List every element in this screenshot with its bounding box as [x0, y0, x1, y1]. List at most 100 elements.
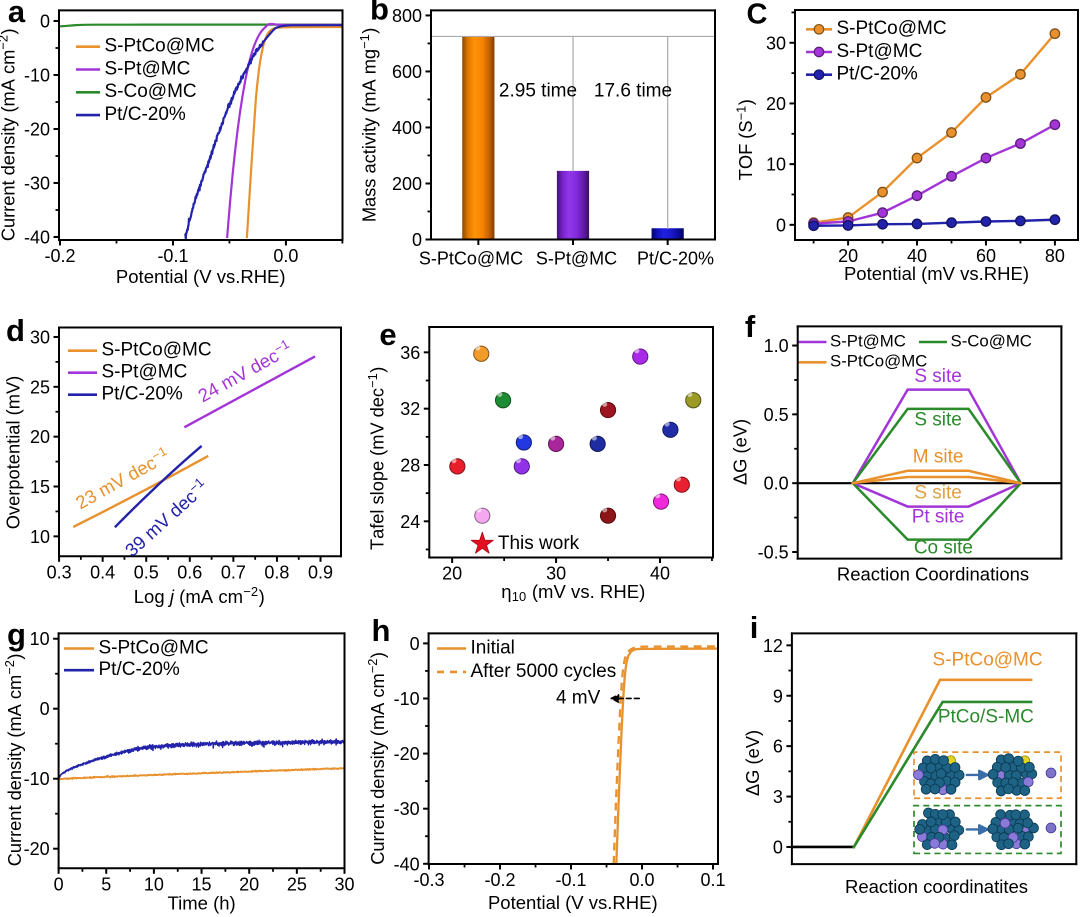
svg-text:17.6 time: 17.6 time	[594, 80, 672, 101]
svg-text:S-Pt@MC: S-Pt@MC	[536, 248, 617, 268]
svg-text:32: 32	[400, 399, 420, 419]
svg-text:Time (h): Time (h)	[168, 892, 236, 913]
svg-text:5: 5	[101, 874, 111, 894]
svg-text:0: 0	[776, 215, 786, 235]
svg-text:-40: -40	[394, 854, 420, 874]
svg-text:0: 0	[412, 230, 422, 250]
svg-text:2.95 time: 2.95 time	[499, 80, 577, 101]
svg-text:S-Pt@MC: S-Pt@MC	[830, 331, 906, 350]
svg-text:Overpotential (mV): Overpotential (mV)	[3, 376, 24, 530]
svg-text:4 mV: 4 mV	[556, 687, 601, 708]
svg-text:M site: M site	[913, 447, 964, 468]
svg-text:0: 0	[410, 634, 420, 654]
svg-text:10: 10	[766, 155, 786, 175]
svg-text:Pt/C-20%: Pt/C-20%	[837, 64, 918, 85]
svg-text:-0.5: -0.5	[758, 543, 789, 563]
svg-text:i: i	[750, 610, 759, 645]
svg-text:0.5: 0.5	[764, 405, 789, 425]
svg-text:Potential (mV vs.RHE): Potential (mV vs.RHE)	[844, 263, 1029, 284]
svg-text:0.5: 0.5	[134, 562, 159, 582]
svg-text:28: 28	[400, 456, 420, 476]
svg-text:g: g	[7, 617, 26, 652]
svg-text:S-PtCo@MC: S-PtCo@MC	[419, 248, 523, 268]
svg-text:30: 30	[546, 564, 566, 584]
svg-text:20: 20	[30, 427, 50, 447]
svg-text:-40: -40	[24, 227, 50, 247]
svg-text:Reaction Coordinations: Reaction Coordinations	[837, 563, 1029, 584]
svg-text:-20: -20	[394, 744, 420, 764]
svg-text:C: C	[747, 0, 768, 30]
svg-text:Pt/C-20%: Pt/C-20%	[105, 104, 186, 125]
svg-text:S-Pt@MC: S-Pt@MC	[837, 41, 923, 62]
svg-text:S-Co@MC: S-Co@MC	[951, 331, 1032, 350]
svg-text:ΔG (eV): ΔG (eV)	[742, 730, 763, 796]
svg-text:0.0: 0.0	[630, 870, 655, 890]
svg-text:15: 15	[30, 477, 50, 497]
svg-text:a: a	[8, 0, 26, 29]
svg-text:After 5000 cycles: After 5000 cycles	[471, 661, 617, 682]
svg-text:15: 15	[192, 874, 212, 894]
svg-text:PtCo/S-MC: PtCo/S-MC	[938, 706, 1034, 727]
svg-text:Reaction coordinatites: Reaction coordinatites	[845, 876, 1028, 897]
svg-text:30: 30	[766, 33, 786, 53]
svg-text:C u r r e: C u r r e n t d e n s i t y ( m A c m ) …	[357, 646, 389, 865]
svg-text:60: 60	[976, 246, 996, 266]
svg-text:10: 10	[144, 874, 164, 894]
svg-text:Potential (V vs.RHE): Potential (V vs.RHE)	[488, 892, 658, 913]
svg-text:24: 24	[400, 512, 420, 532]
svg-text:10: 10	[30, 527, 50, 547]
svg-text:0.8: 0.8	[264, 562, 289, 582]
svg-text:20: 20	[442, 564, 462, 584]
svg-text:0: 0	[54, 874, 64, 894]
svg-text:30: 30	[334, 874, 354, 894]
svg-text:0: 0	[40, 12, 50, 32]
svg-text:f: f	[745, 309, 756, 344]
svg-text:This work: This work	[498, 533, 580, 554]
svg-text:0.1: 0.1	[701, 870, 726, 890]
svg-text:Pt/C-20%: Pt/C-20%	[102, 384, 183, 405]
svg-text:Potential (V vs.RHE): Potential (V vs.RHE)	[116, 266, 286, 287]
svg-text:S-PtCo@MC: S-PtCo@MC	[830, 352, 927, 371]
svg-text:12: 12	[763, 636, 783, 656]
svg-text:S-PtCo@MC: S-PtCo@MC	[99, 637, 209, 658]
svg-text:40: 40	[650, 564, 670, 584]
svg-text:0.4: 0.4	[90, 562, 115, 582]
svg-text:S-PtCo@MC: S-PtCo@MC	[102, 340, 212, 361]
svg-text:2 3 m: 2 3 m V d e c − 1	[67, 436, 173, 514]
svg-text:Pt/C-20%: Pt/C-20%	[637, 248, 714, 268]
svg-text:-0.1: -0.1	[157, 246, 188, 266]
svg-text:25: 25	[287, 874, 307, 894]
svg-text:-0.2: -0.2	[485, 870, 516, 890]
svg-text:-0.3: -0.3	[414, 870, 445, 890]
svg-text:L o g: L o g ( m A c m ) j − 2	[134, 576, 271, 608]
svg-text:S site: S site	[914, 482, 962, 503]
svg-text:600: 600	[392, 62, 422, 82]
svg-text:h: h	[372, 613, 391, 648]
svg-text:0.0: 0.0	[273, 246, 298, 266]
svg-text:400: 400	[392, 118, 422, 138]
svg-text:800: 800	[392, 6, 422, 26]
svg-text:-30: -30	[394, 799, 420, 819]
svg-text:Pt site: Pt site	[912, 506, 965, 527]
svg-text:25: 25	[30, 377, 50, 397]
svg-text:0.9: 0.9	[308, 562, 333, 582]
svg-text:-10: -10	[394, 689, 420, 709]
svg-text:-20: -20	[24, 839, 50, 859]
svg-text:ΔG (eV): ΔG (eV)	[730, 419, 751, 485]
svg-text:20: 20	[838, 246, 858, 266]
svg-text:20: 20	[239, 874, 259, 894]
svg-text:S site: S site	[914, 409, 962, 430]
svg-text:0.3: 0.3	[47, 562, 72, 582]
svg-text:S-PtCo@MC: S-PtCo@MC	[105, 36, 215, 57]
svg-text:S-Co@MC: S-Co@MC	[105, 81, 197, 102]
svg-text:d: d	[6, 313, 25, 348]
svg-text:-0.2: -0.2	[45, 246, 76, 266]
svg-text:M a s s: M a s s a c t i v i t y ( m A m g ) − 1	[349, 21, 381, 222]
svg-text:S-PtCo@MC: S-PtCo@MC	[933, 650, 1043, 671]
svg-text:T a f e l: T a f e l s l o p e ( m V d e c ) − 1	[357, 360, 389, 550]
svg-text:-0.1: -0.1	[556, 870, 587, 890]
svg-text:3: 3	[773, 787, 783, 807]
svg-text:T O F (: T O F ( S ) − 1	[725, 93, 757, 180]
svg-text:80: 80	[1045, 246, 1065, 266]
svg-text:S-Pt@MC: S-Pt@MC	[102, 362, 188, 383]
